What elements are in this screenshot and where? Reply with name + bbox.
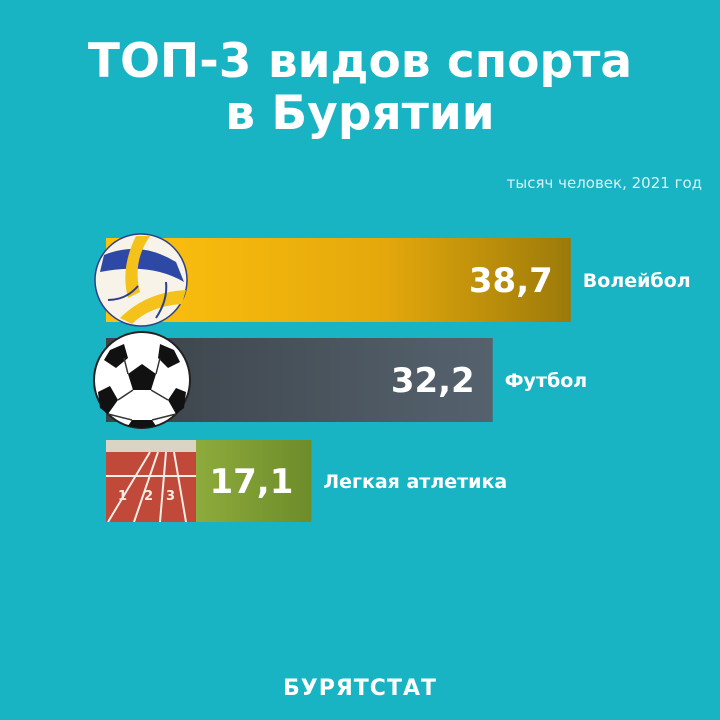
title-line-2: в Бурятии bbox=[225, 86, 495, 141]
chart-subtitle: тысяч человек, 2021 год bbox=[506, 174, 702, 192]
footer-brand: БУРЯТСТАТ bbox=[283, 676, 437, 701]
svg-text:1: 1 bbox=[118, 489, 127, 504]
title-line-1: ТОП-3 видов спорта bbox=[87, 34, 633, 89]
category-label-volleyball: Волейбол bbox=[583, 270, 691, 292]
svg-text:3: 3 bbox=[166, 489, 175, 504]
value-label-volleyball: 38,7 bbox=[469, 261, 553, 301]
football-icon bbox=[93, 331, 191, 429]
category-label-athletics: Легкая атлетика bbox=[323, 471, 507, 493]
category-label-football: Футбол bbox=[505, 370, 587, 392]
chart-title: ТОП-3 видов спорта в Бурятии bbox=[0, 36, 720, 140]
running-track-icon: 1 2 3 bbox=[106, 440, 196, 522]
value-label-athletics: 17,1 bbox=[209, 462, 293, 502]
value-label-football: 32,2 bbox=[391, 361, 475, 401]
svg-text:2: 2 bbox=[144, 489, 153, 504]
volleyball-icon bbox=[94, 233, 188, 327]
